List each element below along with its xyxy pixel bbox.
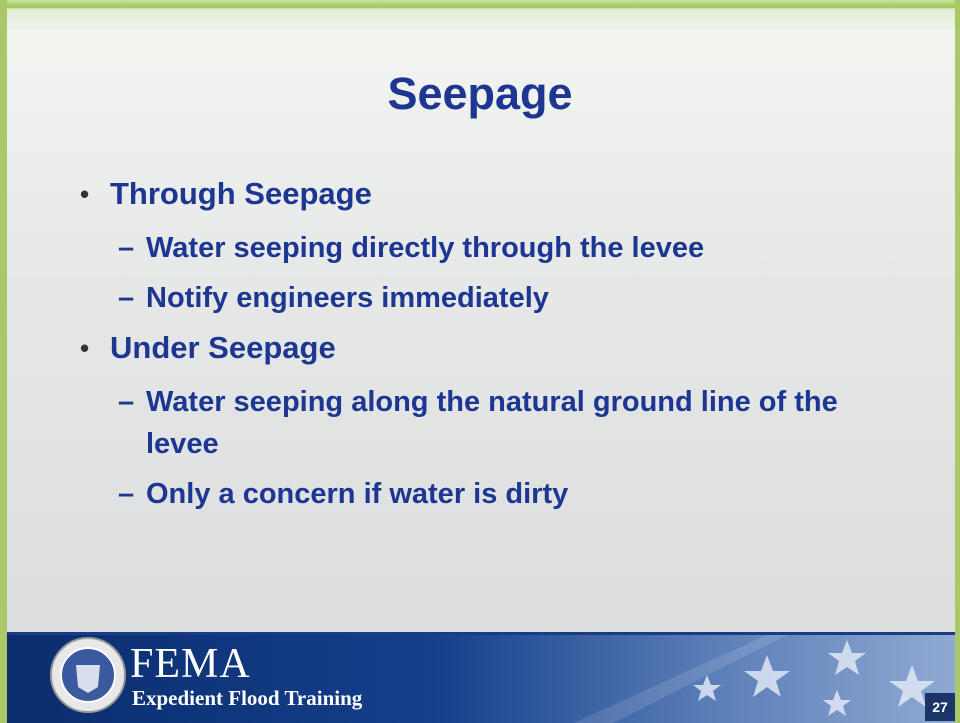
bullet: Through Seepage — [80, 169, 900, 219]
sub-bullet: Water seeping along the natural ground l… — [118, 381, 846, 465]
sub-bullet: Notify engineers immediately — [118, 277, 846, 319]
sub-bullet: Only a concern if water is dirty — [118, 473, 846, 515]
slide: Seepage Through Seepage Water seeping dir… — [0, 0, 960, 723]
top-band — [0, 0, 960, 30]
bullet: Under Seepage — [80, 323, 900, 373]
slide-title: Seepage — [0, 68, 960, 120]
logo-text: FEMA — [130, 640, 251, 688]
sub-bullet: Water seeping directly through the levee — [118, 227, 846, 269]
seal — [48, 635, 128, 715]
page-number: 27 — [925, 693, 955, 721]
bullet-list: Through Seepage Water seeping directly th… — [80, 165, 900, 515]
footer-subtitle: Expedient Flood Training — [132, 686, 362, 711]
